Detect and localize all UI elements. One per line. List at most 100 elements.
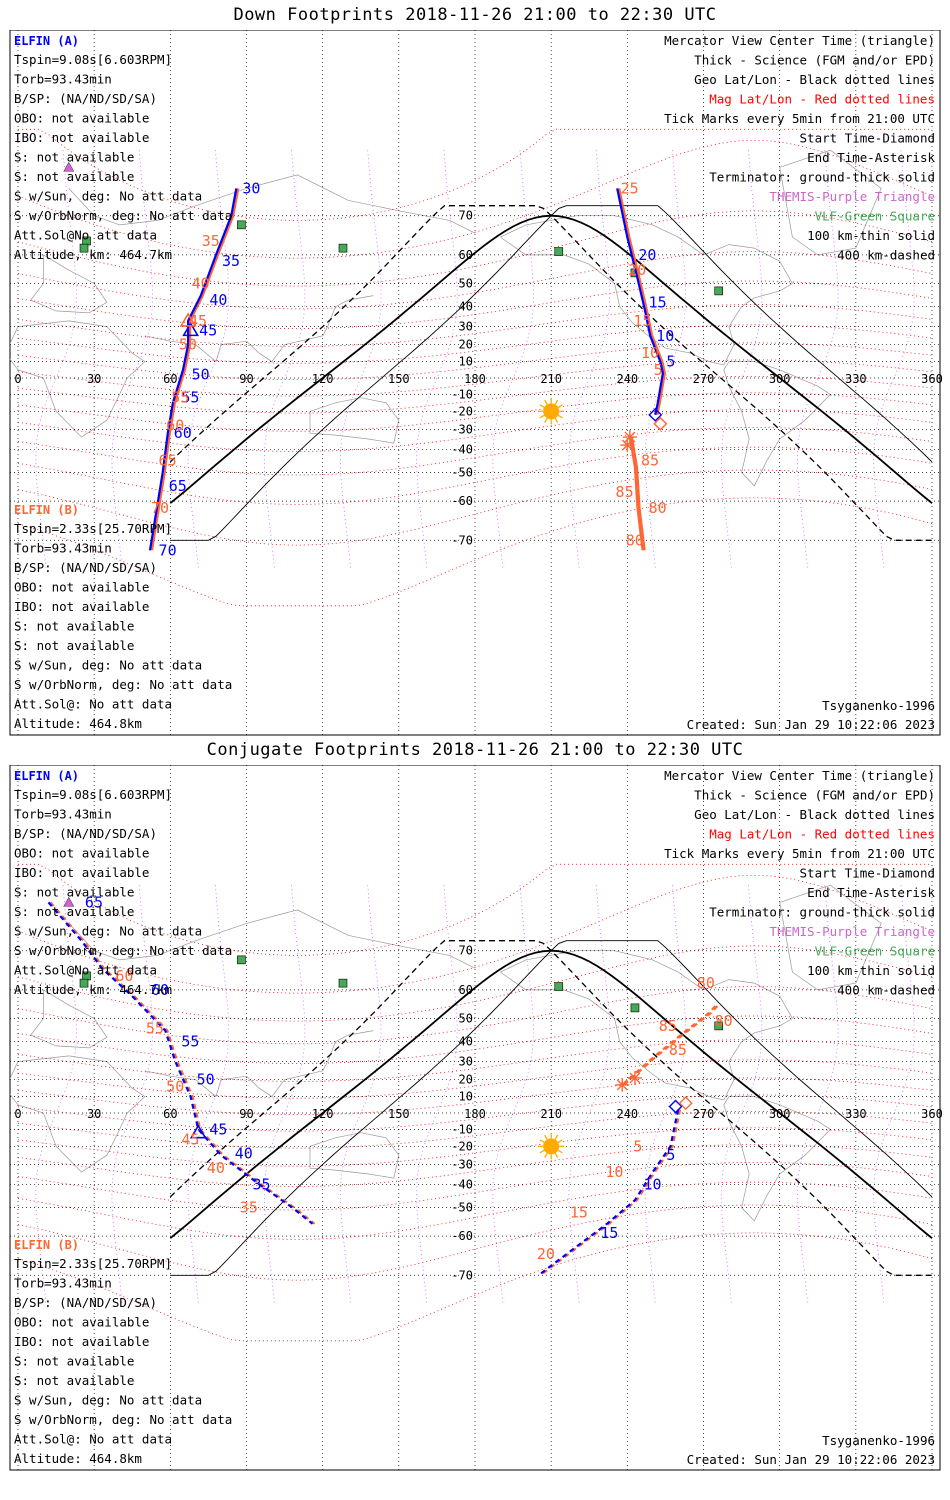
legend-entry: Start Time-Diamond — [800, 131, 935, 146]
track-time-tick: 5 — [633, 1137, 642, 1155]
lon-tick-label: 210 — [540, 1107, 562, 1121]
track-time-tick: 85 — [659, 1017, 677, 1035]
vlf-station-marker — [554, 247, 564, 256]
elfin-a-track — [628, 436, 644, 551]
lon-tick-label: 270 — [693, 1107, 715, 1121]
track-time-tick: 45 — [181, 1130, 199, 1148]
track-time-tick: 85 — [616, 483, 634, 501]
mag-parallel — [17, 427, 933, 476]
legend-entry: 400 km-dashed — [837, 983, 935, 998]
mag-parallel — [17, 1111, 933, 1149]
legend-entry: End Time-Asterisk — [807, 885, 935, 900]
vlf-station-marker — [714, 1021, 724, 1031]
track-time-tick: 70 — [159, 541, 177, 559]
track-time-tick: 70 — [151, 499, 169, 517]
coastline — [779, 884, 882, 991]
elfin-b-track — [630, 436, 646, 551]
elfin-a-info-line: S: not available — [14, 904, 134, 919]
track-time-tick: 35 — [240, 1198, 258, 1216]
track-time-tick: 15 — [570, 1204, 588, 1222]
elfin-a-info-line: S w/OrbNorm, deg: No att data — [14, 208, 232, 223]
legend-entry: VLF-Green Square — [815, 209, 935, 224]
elfin-a-info-line: S: not available — [14, 150, 134, 165]
lat-tick-label: -60 — [451, 494, 473, 508]
lon-tick-label: 60 — [163, 1107, 177, 1121]
elfin-b-info-line: OBO: not available — [14, 1315, 149, 1330]
legend-entry: Tick Marks every 5min from 21:00 UTC — [664, 846, 935, 861]
vlf-station-marker — [237, 220, 246, 230]
sun-ray — [544, 1134, 548, 1140]
sun-icon — [543, 1138, 560, 1155]
elfin-a-info-line: Tspin=9.08s[6.603RPM] — [14, 787, 172, 802]
track-time-tick: 10 — [641, 344, 659, 362]
lat-tick-label: 60 — [459, 983, 473, 997]
track-time-tick: 15 — [649, 293, 667, 311]
track-time-tick: 40 — [235, 1144, 253, 1162]
lat-tick-label: -10 — [451, 1122, 473, 1136]
end-asterisk-marker — [616, 1079, 628, 1091]
lon-tick-label: 300 — [769, 1107, 791, 1121]
themis-marker — [63, 161, 75, 172]
elfin-b-info-line: OBO: not available — [14, 580, 149, 595]
sun-ray — [539, 414, 545, 419]
mag-parallel — [17, 140, 933, 259]
lat-tick-label: -50 — [451, 465, 473, 479]
coastline — [500, 215, 793, 366]
track-time-tick: 50 — [192, 366, 210, 384]
view-center-triangle — [189, 1124, 207, 1139]
lat-tick-label: 10 — [459, 1090, 473, 1104]
lon-tick-label: 60 — [163, 372, 177, 386]
sun-ray — [554, 399, 559, 405]
themis-marker — [63, 896, 75, 907]
elfin-a-info-line: Att.Sol@No att data — [14, 963, 157, 978]
elfin-a-info-line: IBO: not available — [14, 130, 149, 145]
lon-tick-label: 270 — [693, 372, 715, 386]
vlf-station-marker — [714, 286, 724, 296]
model-label: Tsyganenko-1996 — [822, 1433, 935, 1448]
sun-ray — [539, 1149, 545, 1154]
track-time-tick: 10 — [643, 1175, 661, 1193]
lon-tick-label: 150 — [388, 372, 410, 386]
lat-tick-label: -20 — [451, 1139, 473, 1153]
lat-tick-label: 30 — [459, 1055, 473, 1069]
track-time-tick: 45 — [209, 1120, 227, 1138]
conjugate-panel-title: Conjugate Footprints 2018-11-26 21:00 to… — [206, 740, 744, 760]
lon-tick-label: 180 — [464, 372, 486, 386]
track-time-tick: 60 — [166, 417, 184, 435]
lat-tick-label: -50 — [451, 1200, 473, 1214]
mag-parallel — [17, 1204, 933, 1281]
map-body: 3035404550556065702015105858025201510535… — [10, 30, 940, 735]
start-diamond-marker — [668, 1099, 683, 1114]
sun-ray — [539, 404, 545, 408]
elfin-a-info-line: Tspin=9.08s[6.603RPM] — [14, 52, 172, 67]
legend-entry: Geo Lat/Lon - Black dotted lines — [694, 72, 935, 87]
lat-tick-label: 40 — [459, 300, 473, 314]
elfin-a-track — [616, 188, 665, 416]
map-body: 6560555045403551015858060555045403580855… — [10, 765, 940, 1470]
elfin-b-info-line: Torb=93.43min — [14, 1276, 112, 1291]
lat-tick-label: -20 — [451, 404, 473, 418]
elfin-a-info-line: OBO: not available — [14, 846, 149, 861]
mag-parallel — [17, 1162, 933, 1211]
elfin-b-info-line: S w/Sun, deg: No att data — [14, 1393, 202, 1408]
track-time-tick: 65 — [169, 477, 187, 495]
elfin-a-track — [621, 1004, 718, 1086]
track-time-tick: 40 — [209, 291, 227, 309]
coastline — [68, 909, 476, 969]
vlf-station-marker — [630, 1003, 640, 1013]
lat-tick-label: 70 — [459, 944, 473, 958]
track-time-tick: 30 — [242, 179, 260, 197]
elfin-a-info-line: S: not available — [14, 885, 134, 900]
coastline — [30, 989, 108, 1049]
vlf-station-marker — [79, 978, 89, 988]
elfin-b-info-line: S: not available — [14, 1354, 134, 1369]
model-label: Tsyganenko-1996 — [822, 698, 935, 713]
mag-parallel — [17, 359, 933, 397]
mag-parallel — [17, 376, 933, 414]
lon-tick-label: 150 — [388, 1107, 410, 1121]
track-time-tick: 55 — [181, 389, 199, 407]
view-center-triangle — [179, 312, 197, 327]
lon-tick-label: 330 — [845, 1107, 867, 1121]
coastline — [723, 361, 831, 487]
elfin-b-info-line: S w/OrbNorm, deg: No att data — [14, 677, 232, 692]
